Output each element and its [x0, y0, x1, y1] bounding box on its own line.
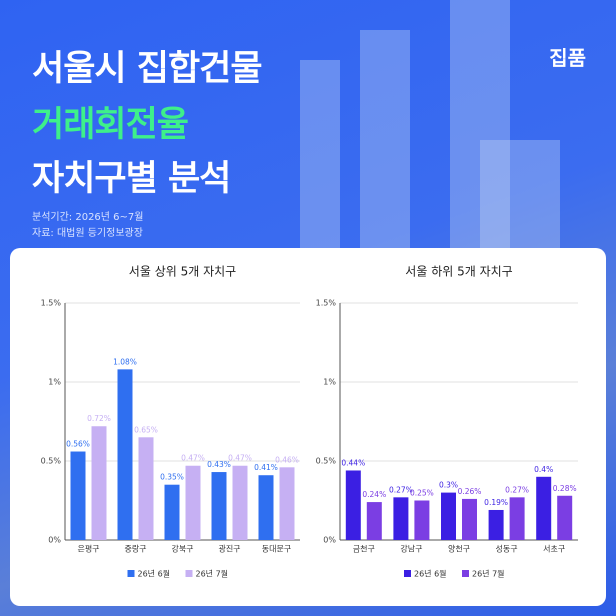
y-tick-label: 0%	[48, 536, 61, 545]
value-label: 0.44%	[341, 458, 365, 467]
x-tick-label: 중랑구	[124, 544, 146, 554]
x-tick-label: 금천구	[353, 544, 375, 554]
x-tick-label: 성동구	[496, 545, 518, 554]
building	[480, 140, 560, 250]
value-label: 0.3%	[439, 481, 458, 490]
bar	[393, 497, 409, 540]
y-tick-label: 1%	[323, 378, 336, 387]
bar	[462, 498, 477, 540]
y-tick-label: 1.5%	[316, 299, 337, 308]
bar	[117, 369, 133, 540]
y-tick-label: 0.5%	[316, 457, 337, 466]
title: 거래회전율	[32, 105, 189, 145]
bar	[441, 492, 456, 540]
legend-label: 26년 6월	[414, 569, 447, 579]
value-label: 0.27%	[389, 485, 413, 494]
y-tick-label: 0%	[323, 536, 336, 545]
bar	[536, 476, 552, 540]
value-label: 0.27%	[505, 485, 529, 494]
x-tick-label: 동대문구	[262, 545, 291, 554]
legend-swatch	[185, 570, 193, 577]
value-label: 0.25%	[410, 489, 434, 498]
x-tick-label: 서초구	[543, 545, 565, 554]
legend-label: 26년 7월	[196, 569, 229, 579]
source: 자료: 대법원 등기정보광장	[32, 228, 143, 239]
value-label: 0.43%	[207, 460, 231, 469]
value-label: 0.35%	[160, 473, 184, 482]
bar	[414, 500, 430, 540]
x-tick-label: 강북구	[171, 544, 193, 554]
chart-title: 서울 하위 5개 자치구	[405, 265, 512, 279]
value-label: 0.26%	[458, 487, 482, 496]
bar	[279, 467, 295, 540]
legend-label: 26년 6월	[138, 569, 171, 579]
y-tick-label: 0.5%	[41, 457, 62, 466]
logo: 집품	[549, 46, 586, 70]
value-label: 1.08%	[113, 357, 137, 366]
chart-title: 서울 상위 5개 자치구	[129, 265, 236, 279]
value-label: 0.46%	[275, 455, 299, 464]
bar	[70, 451, 86, 540]
y-tick-label: 1%	[48, 378, 61, 387]
bar	[185, 465, 201, 540]
value-label: 0.19%	[484, 498, 508, 507]
bar	[345, 470, 361, 540]
value-label: 0.72%	[87, 414, 111, 423]
bar	[488, 509, 504, 540]
bar	[91, 426, 107, 540]
period: 분석기간: 2026년 6~7월	[32, 212, 144, 223]
bar	[509, 497, 525, 540]
building	[300, 60, 340, 250]
value-label: 0.47%	[228, 454, 252, 463]
x-tick-label: 광진구	[218, 544, 240, 554]
value-label: 0.65%	[134, 425, 158, 434]
building	[360, 30, 410, 250]
x-tick-label: 은평구	[77, 544, 99, 554]
legend-label: 26년 7월	[472, 569, 505, 579]
legend-swatch	[462, 570, 469, 577]
value-label: 0.56%	[66, 440, 90, 449]
legend-swatch	[127, 570, 135, 577]
title: 서울시 집합건물	[32, 49, 263, 89]
bar	[557, 495, 573, 540]
value-label: 0.47%	[181, 454, 205, 463]
x-tick-label: 양천구	[448, 544, 470, 554]
legend-swatch	[404, 570, 411, 577]
card	[10, 248, 606, 606]
value-label: 0.4%	[534, 465, 553, 474]
x-tick-label: 강남구	[400, 544, 422, 554]
value-label: 0.41%	[254, 463, 278, 472]
title: 자치구별 분석	[32, 159, 231, 199]
bar	[232, 465, 248, 540]
value-label: 0.28%	[553, 484, 577, 493]
bar	[211, 472, 227, 540]
y-tick-label: 1.5%	[41, 299, 62, 308]
bar	[138, 437, 154, 540]
building	[450, 0, 510, 250]
bar	[258, 475, 274, 540]
bar	[164, 484, 180, 540]
bar	[366, 502, 382, 540]
value-label: 0.24%	[362, 490, 386, 499]
